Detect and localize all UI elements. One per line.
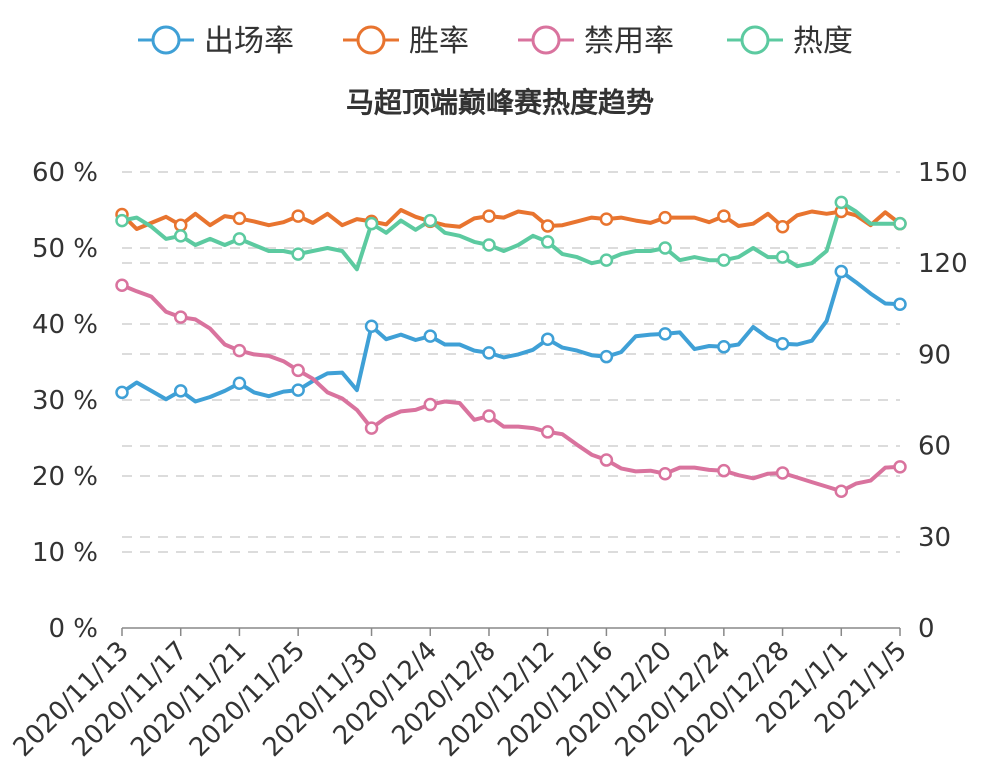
data-point: [834, 195, 849, 210]
data-point: [775, 337, 790, 351]
data-point: [173, 384, 188, 398]
data-point: [658, 466, 672, 481]
y-left-tick-label: 60 %: [32, 158, 98, 188]
data-point: [775, 219, 790, 234]
y-left-tick-label: 50 %: [32, 234, 98, 264]
series-line-1: [120, 208, 902, 231]
data-point: [291, 363, 305, 378]
data-point: [364, 216, 379, 231]
data-point: [173, 218, 188, 232]
data-point: [364, 421, 379, 435]
data-point: [893, 216, 907, 231]
data-point: [775, 466, 790, 480]
y-axis-left: 0 % 10 % 20 % 30 % 40 % 50 % 60 %: [32, 158, 98, 644]
data-point: [717, 463, 731, 478]
legend: 出场率 胜率 禁用率 热度: [138, 24, 853, 59]
legend-swatch-marker: [531, 25, 561, 55]
data-point: [893, 460, 907, 474]
y-right-tick-label: 60: [918, 432, 951, 462]
data-point: [717, 253, 731, 267]
data-point: [232, 376, 247, 391]
data-point: [291, 209, 305, 223]
y-right-tick-label: 0: [918, 614, 935, 644]
data-point: [599, 253, 614, 267]
data-point: [540, 425, 555, 439]
data-point: [423, 397, 438, 412]
legend-label: 出场率: [204, 24, 294, 59]
data-point: [115, 278, 129, 292]
data-point: [599, 349, 614, 364]
data-point: [482, 209, 496, 223]
series-line-2: [120, 283, 902, 494]
series-lines: [120, 200, 902, 494]
y-right-tick-label: 150: [918, 158, 968, 188]
legend-label: 热度: [793, 24, 853, 59]
data-point: [834, 484, 849, 498]
data-point: [658, 327, 672, 341]
data-point: [717, 340, 731, 354]
data-point: [364, 319, 379, 334]
y-left-tick-label: 30 %: [32, 386, 98, 416]
data-point: [482, 346, 496, 360]
data-point: [834, 264, 849, 279]
data-point: [232, 232, 247, 246]
data-point: [232, 343, 247, 358]
y-axis-right: 0 30 60 90 120 150: [918, 158, 968, 644]
chart-title: 马超顶端巅峰赛热度趋势: [346, 86, 654, 119]
series-markers: [115, 195, 907, 498]
data-point: [658, 210, 672, 225]
x-axis: 2020/11/132020/11/172020/11/212020/11/25…: [8, 627, 913, 763]
data-point: [540, 235, 555, 249]
y-right-tick-label: 90: [918, 340, 951, 370]
gridlines: [122, 171, 900, 553]
data-point: [291, 383, 305, 397]
data-point: [115, 385, 129, 400]
data-point: [232, 211, 247, 226]
y-left-tick-label: 0 %: [48, 614, 98, 644]
data-point: [423, 329, 438, 343]
data-point: [540, 332, 555, 346]
data-point: [482, 238, 496, 252]
legend-swatch-marker: [740, 25, 770, 55]
legend-swatch-marker: [151, 25, 181, 55]
y-left-tick-label: 10 %: [32, 538, 98, 568]
data-point: [658, 241, 672, 255]
data-point: [291, 247, 305, 261]
data-point: [540, 219, 555, 233]
data-point: [775, 250, 790, 264]
data-point: [599, 212, 614, 226]
legend-label: 禁用率: [584, 24, 674, 59]
y-left-tick-label: 40 %: [32, 310, 98, 340]
data-point: [173, 229, 188, 243]
data-point: [717, 209, 731, 223]
data-point: [423, 213, 438, 228]
y-right-tick-label: 120: [918, 249, 968, 279]
y-right-tick-label: 30: [918, 523, 951, 553]
series-line-0: [120, 269, 902, 404]
legend-swatch-marker: [356, 25, 386, 55]
legend-label: 胜率: [409, 24, 469, 59]
data-point: [599, 453, 614, 467]
data-point: [115, 213, 129, 228]
series-line-3: [120, 200, 902, 272]
data-point: [893, 297, 907, 311]
y-left-tick-label: 20 %: [32, 462, 98, 492]
data-point: [482, 409, 496, 423]
data-point: [173, 310, 188, 324]
